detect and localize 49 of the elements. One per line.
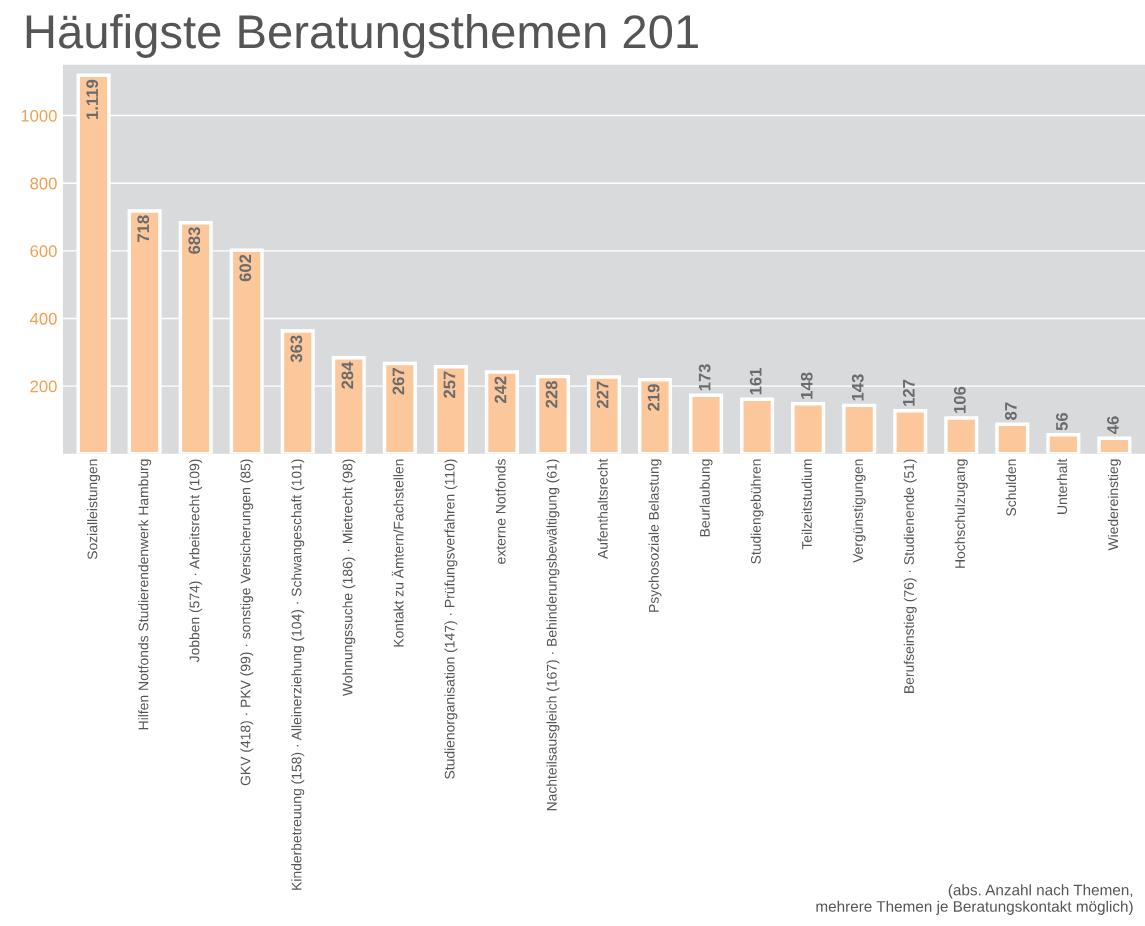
x-tick-label: Kontakt zu Ämtern/Fachstellen [391,459,404,647]
data-label: 602 [239,254,252,282]
y-tick-label: 600 [30,245,57,258]
data-label: 106 [953,386,966,413]
y-tick-label: 800 [30,177,57,190]
x-tick-label: externe Notfonds [495,459,506,564]
y-tick-label: 1000 [21,109,57,122]
data-label: 257 [443,371,456,398]
data-label: 219 [647,384,660,411]
x-tick-label: Beurlaubung [699,459,713,537]
data-label: 228 [545,381,558,408]
data-label: 87 [1004,402,1017,420]
x-tick-label: Nachteilsausgleich (167) · Behinderungsbewältigung (61) [546,459,560,811]
x-tick-label: Unterhalt [1056,458,1068,514]
y-tick-label: 400 [30,312,57,325]
x-tick-label: Wiedereinstieg [1107,459,1121,551]
x-tick-label: Vergünstigungen [852,459,866,563]
x-tick-label: Schulden [1005,459,1017,516]
y-tick-label: 200 [30,380,57,393]
data-label: 284 [341,361,354,389]
chart-title: Häufigste Beratungsthemen 201 [26,13,698,58]
data-label: 718 [137,215,150,242]
data-label: 1.119 [86,79,99,119]
x-tick-label: Hilfen Notfonds Studierendenwerk Hamburg [138,459,152,730]
x-tick-label: Teilzeitstudium [801,459,812,550]
data-label: 148 [800,372,813,399]
data-label: 56 [1056,412,1068,431]
x-tick-label: Aufenthaltsrecht [597,458,608,559]
data-label: 363 [290,335,303,363]
x-tick-label: GKV (418) · PKV (99) · sonstige Versicherungen (85) [240,459,254,786]
x-tick-label: Psychosoziale Belastung [648,459,662,612]
data-label: 173 [698,364,711,391]
data-label: 127 [902,379,915,406]
x-tick-label: Studienorganisation (147) · Prüfungsverfahren (110) [444,459,458,779]
x-tick-label: Berufseinstieg (76) · Studienende (51) [903,459,917,693]
data-label: 161 [749,368,762,395]
data-label: 242 [494,376,507,404]
x-tick-label: Sozialleistungen [87,459,101,560]
data-label: 227 [596,381,609,409]
text: (abs. Anzahl nach Themen, mehrere Themen je Beratungskontakt möglich) [816,884,1133,915]
data-label: 143 [851,374,864,401]
data-label: 683 [188,227,201,254]
x-tick-label: Jobben (574) · Arbeitsrecht (109) [189,459,203,663]
x-tick-label: Kinderbetreuung (158) · Alleinerziehung (104) · Schwangeschaft (101) [291,459,305,890]
data-label: 46 [1107,416,1119,435]
x-tick-label: Studiengebühren [750,459,764,564]
x-tick-label: Hochschulzugang [954,459,968,568]
x-tick-label: Wohnungssuche (186) · Mietrecht (98) [342,459,356,697]
data-label: 267 [392,368,405,395]
